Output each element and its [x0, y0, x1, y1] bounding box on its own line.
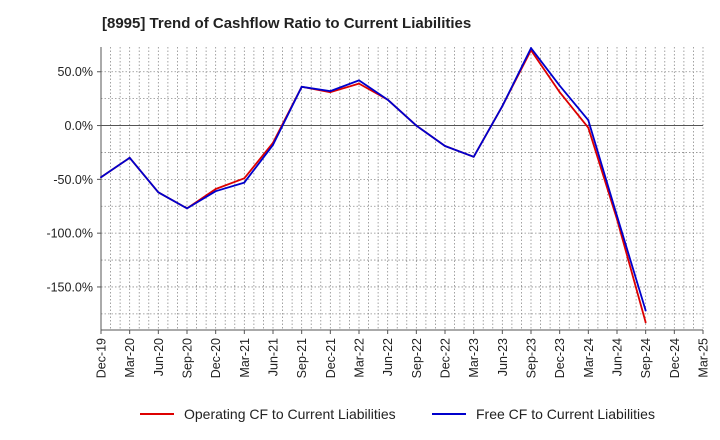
x-tick-label: Mar-22 [353, 338, 367, 378]
data-point-series-1 [386, 98, 389, 101]
tick-labels: 50.0% 0.0% -50.0% -100.0% -150.0% Dec-19 Mar-2… [46, 65, 710, 378]
x-tick-label: Dec-21 [324, 338, 338, 378]
legend-item-operating-cf: Operating CF to Current Liabilities [140, 406, 396, 422]
data-point-series-1 [558, 84, 561, 87]
data-point-series-1 [300, 85, 303, 88]
chart-title: [8995] Trend of Cashflow Ratio to Curren… [102, 15, 472, 32]
x-tick-label: Mar-24 [582, 338, 596, 378]
data-point-series-1 [157, 191, 160, 194]
x-tick-label: Sep-23 [525, 338, 539, 378]
data-point-series-0 [558, 91, 561, 94]
data-point-series-1 [100, 176, 102, 179]
data-point-series-1 [272, 144, 274, 146]
data-point-series-0 [644, 321, 647, 324]
x-tick-label: Sep-20 [181, 338, 195, 378]
x-tick-label: Sep-22 [410, 338, 424, 378]
legend: Operating CF to Current Liabilities Free… [0, 398, 720, 432]
x-tick-label: Jun-21 [267, 338, 281, 376]
x-tick-label: Mar-21 [238, 338, 252, 378]
y-tick-label: 0.0% [65, 119, 94, 133]
legend-swatch-free-cf [432, 413, 466, 415]
x-tick-label: Mar-20 [123, 338, 137, 378]
legend-label-free-cf: Free CF to Current Liabilities [476, 406, 655, 422]
x-tick-label: Sep-24 [639, 338, 653, 378]
y-tick-label: -100.0% [46, 227, 93, 241]
x-tick-label: Dec-19 [95, 338, 109, 378]
data-point-series-1 [501, 105, 504, 108]
y-tick-label: 50.0% [58, 65, 93, 79]
legend-item-free-cf: Free CF to Current Liabilities [432, 406, 655, 422]
line-chart: 50.0% 0.0% -50.0% -100.0% -150.0% Dec-19 Mar-2… [46, 47, 711, 378]
data-point-series-0 [214, 188, 217, 190]
data-point-series-1 [644, 309, 647, 312]
series-line-1 [100, 47, 647, 311]
grid-layer [100, 47, 704, 330]
axis-layer [97, 47, 704, 334]
y-tick-label: -150.0% [46, 280, 93, 294]
x-tick-label: Dec-23 [553, 338, 567, 378]
series-layer [100, 47, 647, 324]
x-tick-label: Jun-24 [611, 338, 625, 376]
x-tick-label: Mar-23 [467, 338, 481, 378]
data-point-series-0 [358, 82, 360, 85]
x-tick-label: Dec-22 [439, 338, 453, 378]
legend-swatch-operating-cf [140, 413, 174, 415]
data-point-series-1 [472, 155, 475, 158]
data-point-series-1 [358, 79, 360, 82]
data-point-series-1 [243, 181, 246, 184]
x-tick-label: Mar-25 [697, 338, 711, 378]
legend-label-operating-cf: Operating CF to Current Liabilities [184, 406, 396, 422]
data-point-series-1 [616, 215, 618, 217]
data-point-series-1 [444, 145, 446, 147]
data-point-series-1 [128, 156, 131, 159]
data-point-series-0 [243, 177, 246, 180]
y-tick-label: -50.0% [53, 173, 93, 187]
x-tick-label: Jun-22 [381, 338, 395, 376]
data-point-series-1 [530, 47, 532, 49]
x-tick-label: Jun-20 [152, 338, 166, 376]
data-point-series-0 [587, 126, 590, 129]
data-point-series-1 [587, 119, 590, 122]
data-point-series-1 [415, 124, 418, 127]
x-tick-label: Jun-23 [496, 338, 510, 376]
data-point-series-1 [186, 207, 188, 210]
data-point-series-1 [329, 90, 332, 93]
data-point-series-1 [214, 190, 217, 193]
x-tick-label: Dec-20 [209, 338, 223, 378]
x-tick-label: Dec-24 [668, 338, 682, 378]
x-tick-label: Sep-21 [295, 338, 309, 378]
